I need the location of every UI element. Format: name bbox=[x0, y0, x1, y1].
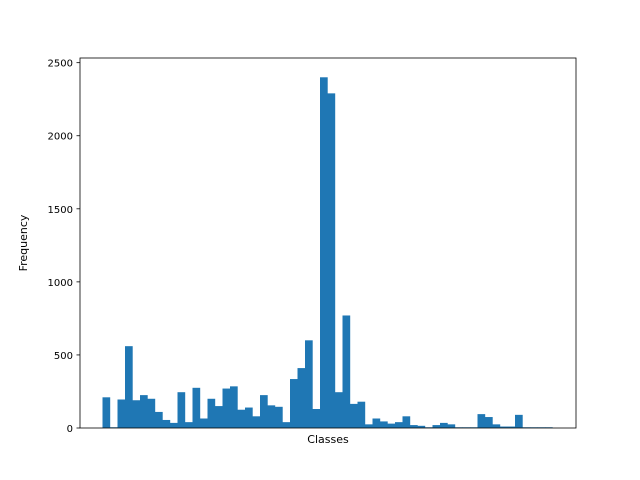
y-tick-label: 0 bbox=[67, 424, 73, 435]
y-tick-label: 1000 bbox=[48, 278, 73, 289]
histogram-bar bbox=[477, 414, 486, 428]
histogram-bar bbox=[387, 423, 396, 428]
histogram-bar bbox=[245, 407, 253, 428]
histogram-bar bbox=[230, 386, 238, 428]
histogram-bar bbox=[380, 421, 388, 428]
bars-group bbox=[102, 77, 553, 429]
histogram-bar bbox=[297, 368, 306, 428]
histogram-bar bbox=[365, 424, 373, 428]
histogram-bar bbox=[485, 417, 493, 428]
histogram-bar bbox=[492, 424, 501, 428]
plot-frame bbox=[79, 57, 577, 429]
histogram-bar bbox=[117, 399, 126, 428]
histogram-bar bbox=[410, 425, 418, 428]
histogram-bar bbox=[177, 392, 186, 428]
y-tick-label: 500 bbox=[54, 351, 73, 362]
histogram-bar bbox=[237, 409, 246, 428]
histogram-bar bbox=[162, 419, 171, 428]
histogram-bar bbox=[200, 418, 208, 428]
histogram-bar bbox=[155, 411, 163, 428]
histogram-bar bbox=[132, 400, 141, 428]
histogram-bar bbox=[222, 388, 231, 428]
y-axis-ticks: 0 500 1000 1500 2000 2500 bbox=[48, 59, 80, 435]
histogram-bar bbox=[440, 422, 448, 428]
histogram-bar bbox=[267, 405, 276, 428]
histogram-bar bbox=[357, 401, 366, 428]
y-axis-label: Frequency bbox=[17, 214, 30, 271]
histogram-bar bbox=[207, 398, 216, 428]
histogram-bar bbox=[140, 395, 148, 428]
histogram-bar bbox=[447, 424, 456, 428]
y-tick-label: 1500 bbox=[48, 205, 73, 216]
histogram-bar bbox=[372, 418, 381, 428]
y-tick-label: 2000 bbox=[48, 132, 73, 143]
histogram-bar bbox=[395, 422, 403, 428]
histogram-bar bbox=[507, 426, 516, 428]
histogram-bar bbox=[192, 387, 201, 428]
histogram-bar bbox=[305, 340, 313, 428]
histogram-bar bbox=[102, 397, 111, 428]
histogram-bar bbox=[252, 416, 261, 428]
histogram-bar bbox=[342, 315, 351, 428]
histogram-bar bbox=[500, 426, 508, 428]
histogram-bar bbox=[125, 346, 133, 428]
histogram-bar bbox=[312, 409, 321, 428]
y-tick-label: 2500 bbox=[48, 59, 73, 70]
histogram-bar bbox=[215, 406, 223, 428]
histogram-bar bbox=[147, 398, 156, 428]
histogram-bar bbox=[402, 416, 411, 428]
histogram-bar bbox=[417, 425, 426, 428]
histogram-bar bbox=[170, 422, 178, 428]
histogram-bar bbox=[260, 395, 268, 428]
histogram-bar bbox=[327, 93, 336, 429]
histogram-bar bbox=[290, 379, 298, 428]
x-axis-label: Classes bbox=[307, 433, 349, 446]
histogram-bar bbox=[350, 403, 358, 428]
histogram-bar bbox=[432, 425, 441, 428]
histogram-bar bbox=[275, 406, 283, 428]
histogram-bar bbox=[282, 422, 291, 428]
histogram-bar bbox=[515, 414, 523, 428]
histogram-bar bbox=[335, 392, 343, 428]
histogram-bar bbox=[185, 422, 193, 428]
histogram-bar bbox=[320, 77, 328, 428]
